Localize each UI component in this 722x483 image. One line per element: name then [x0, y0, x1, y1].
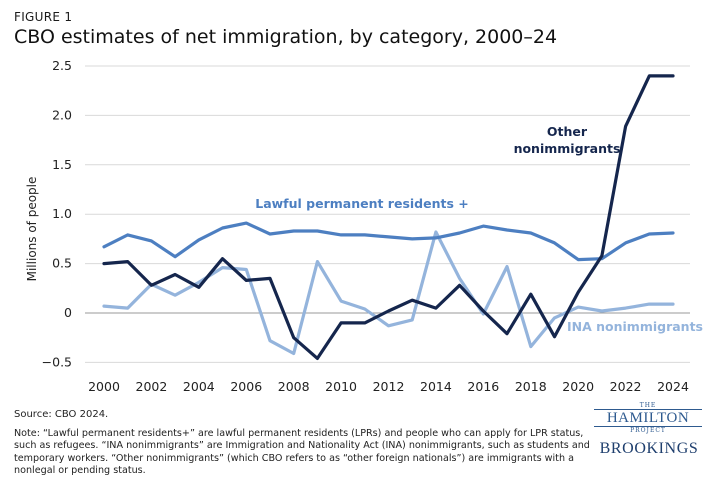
series-annotation: Lawful permanent residents + [255, 196, 469, 211]
series-annotation: Other [547, 124, 588, 139]
x-tick-label: 2022 [610, 379, 642, 394]
line-chart: −0.500.51.01.52.02.5 2000 2002 2004 2006 200… [25, 58, 703, 394]
series-annotation: INA nonimmigrants [567, 319, 703, 334]
series-annotation: nonimmigrants [514, 141, 621, 156]
y-axis-ticks: −0.5 0 0.5 1.0 1.5 2.0 2.5 [42, 58, 72, 369]
hamilton-project-logo: THE HAMILTON PROJECT [594, 402, 702, 434]
x-tick-label: 2002 [136, 379, 168, 394]
y-tick-label: 2.0 [52, 107, 72, 122]
y-tick-label: 0.5 [52, 256, 72, 271]
x-tick-label: 2012 [373, 379, 405, 394]
x-tick-label: 2008 [278, 379, 310, 394]
y-tick-label: 1.5 [52, 157, 72, 172]
series-line [102, 221, 675, 262]
x-tick-label: 2020 [562, 379, 594, 394]
x-tick-label: 2018 [515, 379, 547, 394]
y-tick-label: 0 [64, 305, 72, 320]
series-annotations: Lawful permanent residents + Other nonimmi… [255, 124, 703, 334]
series-lines [102, 74, 675, 360]
x-axis-ticks: 2000 2002 2004 2006 2008 2010 2012 2014 2016 2018… [88, 379, 689, 394]
figure-label: FIGURE 1 [14, 10, 73, 24]
hamilton-logo-name: HAMILTON [594, 409, 702, 427]
x-tick-label: 2006 [230, 379, 262, 394]
y-tick-label: −0.5 [42, 354, 72, 369]
source-text: Source: CBO 2024. [14, 409, 109, 420]
hamilton-logo-the: THE [639, 402, 657, 409]
x-tick-label: 2010 [325, 379, 357, 394]
series-line [102, 230, 675, 356]
x-tick-label: 2024 [657, 379, 689, 394]
gridlines [85, 65, 690, 363]
x-tick-label: 2016 [467, 379, 499, 394]
note-text: Note: “Lawful permanent residents+” are … [14, 428, 590, 477]
x-tick-label: 2000 [88, 379, 120, 394]
x-tick-label: 2014 [420, 379, 452, 394]
chart-title: CBO estimates of net immigration, by cat… [14, 26, 558, 48]
brookings-logo: BROOKINGS [599, 440, 699, 457]
series-line [102, 74, 675, 360]
y-tick-label: 2.5 [52, 58, 72, 73]
x-tick-label: 2004 [183, 379, 215, 394]
y-tick-label: 1.0 [52, 206, 72, 221]
hamilton-logo-project: PROJECT [630, 427, 666, 434]
y-axis-label: Millions of people [25, 177, 39, 282]
